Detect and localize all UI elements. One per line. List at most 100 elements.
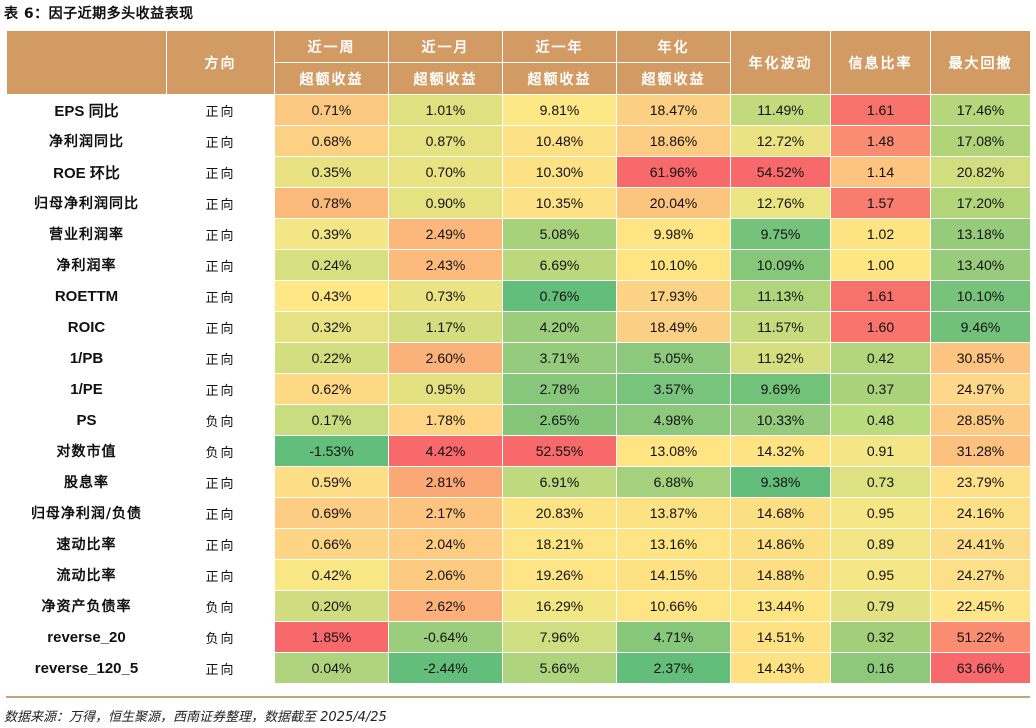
annual-volatility-cell: 12.76% [730,187,831,219]
annual-volatility-cell: 10.33% [730,404,831,436]
factor-direction: 正向 [166,311,275,343]
month-excess-cell: 4.42% [388,435,503,467]
table-row: 归母净利润/负债 正向 0.69% 2.17% 20.83% 13.87% 14.68% 0.… [6,497,1031,529]
annual-volatility-cell: 11.92% [730,342,831,374]
week-excess-cell: 0.35% [274,156,389,188]
annual-volatility-cell: 12.72% [730,125,831,157]
year-excess-cell: 9.81% [502,94,617,126]
month-excess-cell: 1.17% [388,311,503,343]
max-drawdown-cell: 17.20% [930,187,1031,219]
header-month-bottom: 超额收益 [388,62,503,95]
information-ratio-cell: 0.79 [830,590,931,622]
max-drawdown-cell: 63.66% [930,652,1031,684]
factor-direction: 正向 [166,528,275,560]
annual-excess-cell: 4.98% [616,404,731,436]
max-drawdown-cell: 24.97% [930,373,1031,405]
table-row: 营业利润率 正向 0.39% 2.49% 5.08% 9.98% 9.75% 1.02 13.1… [6,218,1031,250]
information-ratio-cell: 0.95 [830,497,931,529]
factor-direction: 负向 [166,404,275,436]
year-excess-cell: 10.48% [502,125,617,157]
information-ratio-cell: 1.57 [830,187,931,219]
max-drawdown-cell: 30.85% [930,342,1031,374]
annual-volatility-cell: 14.68% [730,497,831,529]
month-excess-cell: 1.78% [388,404,503,436]
factor-direction: 正向 [166,466,275,498]
information-ratio-cell: 0.48 [830,404,931,436]
table-row: EPS 同比 正向 0.71% 1.01% 9.81% 18.47% 11.49% 1.61 1… [6,94,1031,126]
factor-name: 股息率 [6,466,167,498]
month-excess-cell: 2.49% [388,218,503,250]
factor-direction: 负向 [166,435,275,467]
header-week-bottom: 超额收益 [274,62,389,95]
factor-name: reverse_20 [6,621,167,653]
factor-name: reverse_120_5 [6,652,167,684]
factor-name: 归母净利润/负债 [6,497,167,529]
information-ratio-cell: 1.60 [830,311,931,343]
factor-name: 对数市值 [6,435,167,467]
max-drawdown-cell: 17.46% [930,94,1031,126]
table-row: ROE 环比 正向 0.35% 0.70% 10.30% 61.96% 54.52% 1.14… [6,156,1031,188]
annual-excess-cell: 10.66% [616,590,731,622]
header-month-top: 近一月 [388,30,503,63]
factor-name: 净利润同比 [6,125,167,157]
year-excess-cell: 6.91% [502,466,617,498]
annual-excess-cell: 17.93% [616,280,731,312]
max-drawdown-cell: 9.46% [930,311,1031,343]
header-max-drawdown: 最大回撤 [930,30,1031,95]
max-drawdown-cell: 51.22% [930,621,1031,653]
header-annual-bottom: 超额收益 [616,62,731,95]
annual-excess-cell: 10.10% [616,249,731,281]
month-excess-cell: -2.44% [388,652,503,684]
header-annual-top: 年化 [616,30,731,63]
week-excess-cell: 1.85% [274,621,389,653]
annual-excess-cell: 2.37% [616,652,731,684]
week-excess-cell: 0.17% [274,404,389,436]
year-excess-cell: 10.30% [502,156,617,188]
information-ratio-cell: 0.32 [830,621,931,653]
information-ratio-cell: 0.95 [830,559,931,591]
bottom-rule [6,696,1030,698]
factor-name: 速动比率 [6,528,167,560]
max-drawdown-cell: 17.08% [930,125,1031,157]
annual-volatility-cell: 14.43% [730,652,831,684]
max-drawdown-cell: 20.82% [930,156,1031,188]
table-body: EPS 同比 正向 0.71% 1.01% 9.81% 18.47% 11.49% 1.61 1… [6,94,1031,684]
annual-excess-cell: 20.04% [616,187,731,219]
annual-volatility-cell: 11.49% [730,94,831,126]
annual-excess-cell: 14.15% [616,559,731,591]
information-ratio-cell: 0.42 [830,342,931,374]
week-excess-cell: 0.22% [274,342,389,374]
factor-name: EPS 同比 [6,94,167,126]
week-excess-cell: 0.32% [274,311,389,343]
month-excess-cell: 1.01% [388,94,503,126]
week-excess-cell: 0.68% [274,125,389,157]
month-excess-cell: 0.95% [388,373,503,405]
factor-name: ROETTM [6,280,167,312]
annual-volatility-cell: 11.13% [730,280,831,312]
week-excess-cell: 0.43% [274,280,389,312]
annual-volatility-cell: 9.75% [730,218,831,250]
header-direction: 方向 [166,30,275,95]
factor-name: ROIC [6,311,167,343]
month-excess-cell: 2.43% [388,249,503,281]
week-excess-cell: 0.39% [274,218,389,250]
factor-direction: 正向 [166,559,275,591]
max-drawdown-cell: 24.41% [930,528,1031,560]
information-ratio-cell: 1.61 [830,280,931,312]
year-excess-cell: 52.55% [502,435,617,467]
table-row: 速动比率 正向 0.66% 2.04% 18.21% 13.16% 14.86% 0.89 24… [6,528,1031,560]
table-row: PS 负向 0.17% 1.78% 2.65% 4.98% 10.33% 0.48 28.85% [6,404,1031,436]
year-excess-cell: 20.83% [502,497,617,529]
header-annual-volatility: 年化波动 [730,30,831,95]
year-excess-cell: 3.71% [502,342,617,374]
annual-excess-cell: 5.05% [616,342,731,374]
factor-direction: 负向 [166,590,275,622]
annual-excess-cell: 13.16% [616,528,731,560]
table-row: reverse_120_5 正向 0.04% -2.44% 5.66% 2.37% 14.4… [6,652,1031,684]
year-excess-cell: 5.08% [502,218,617,250]
data-source-note: 数据来源：万得，恒生聚源，西南证券整理，数据截至 2025/4/25 [4,710,387,725]
week-excess-cell: 0.24% [274,249,389,281]
month-excess-cell: 2.17% [388,497,503,529]
annual-excess-cell: 18.86% [616,125,731,157]
annual-excess-cell: 6.88% [616,466,731,498]
